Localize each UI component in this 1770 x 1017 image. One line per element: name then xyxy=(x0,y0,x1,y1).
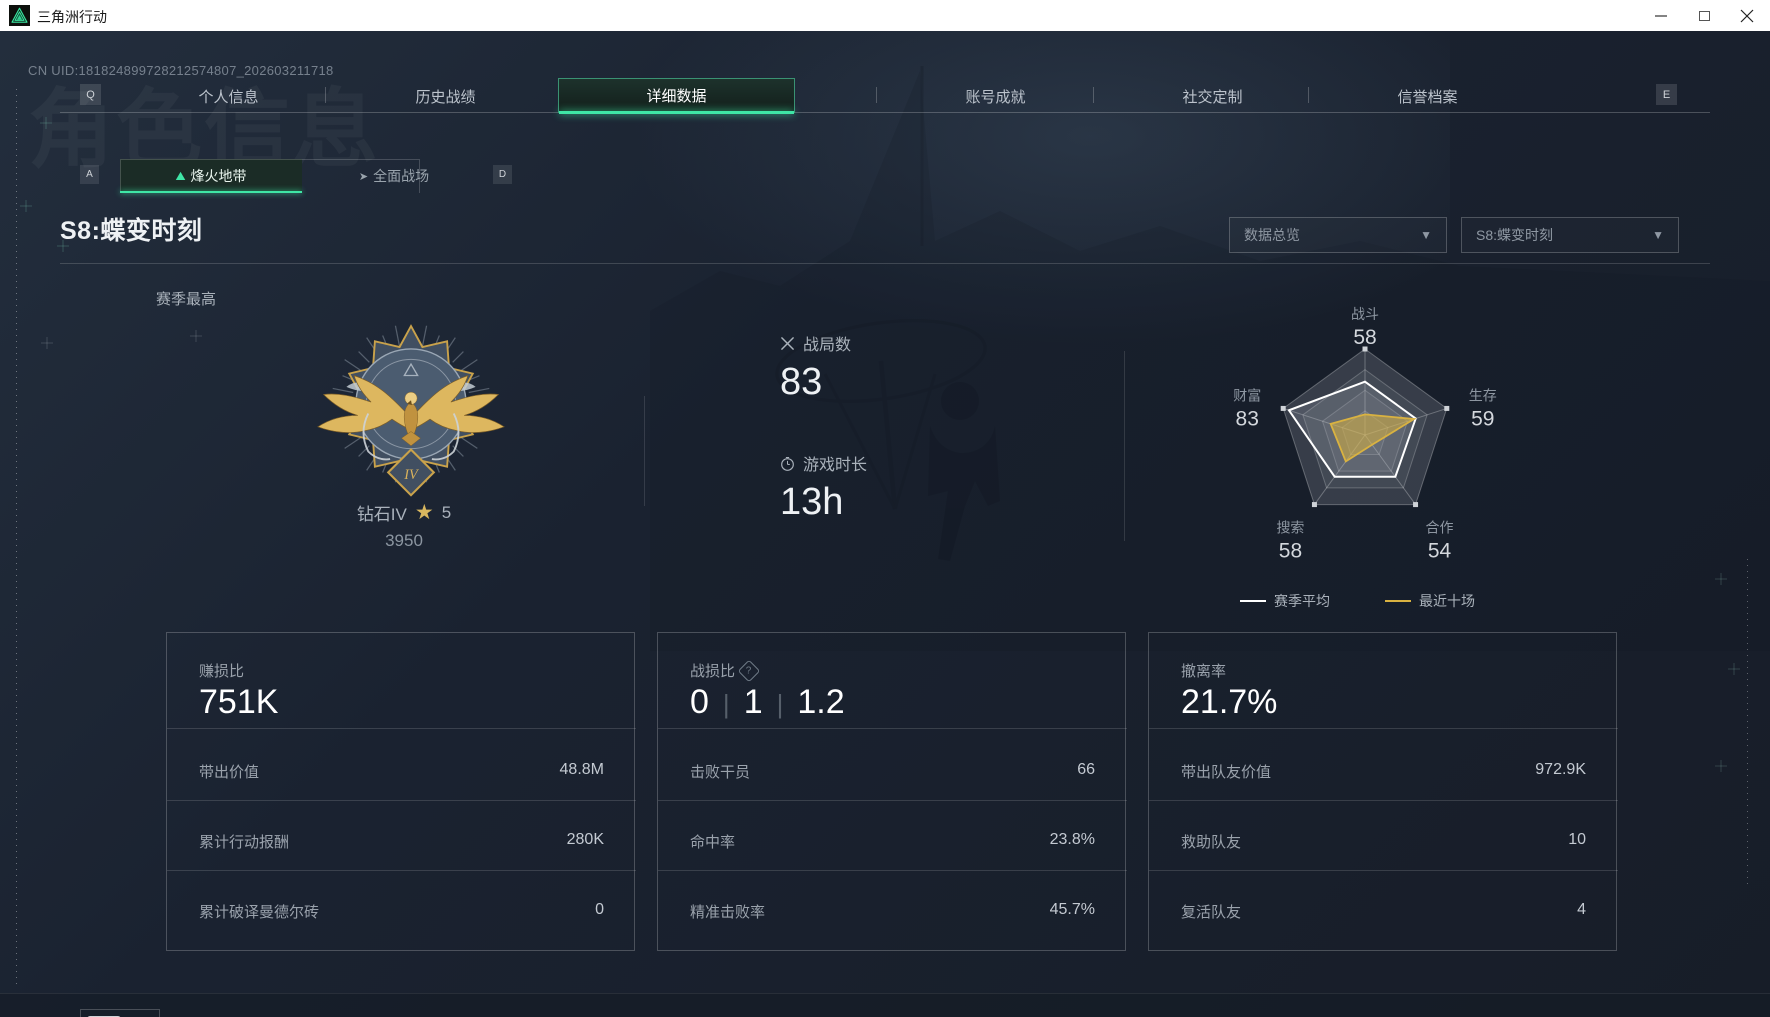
svg-text:54: 54 xyxy=(1428,540,1452,563)
svg-text:财富: 财富 xyxy=(1233,387,1261,403)
svg-text:战斗: 战斗 xyxy=(1351,306,1379,322)
svg-text:生存: 生存 xyxy=(1469,387,1497,403)
svg-text:59: 59 xyxy=(1471,407,1494,430)
svg-text:搜索: 搜索 xyxy=(1276,520,1304,536)
svg-text:合作: 合作 xyxy=(1426,520,1454,536)
svg-text:IV: IV xyxy=(403,467,420,483)
svg-text:83: 83 xyxy=(1236,407,1259,430)
svg-text:58: 58 xyxy=(1353,326,1376,349)
svg-text:58: 58 xyxy=(1279,540,1302,563)
